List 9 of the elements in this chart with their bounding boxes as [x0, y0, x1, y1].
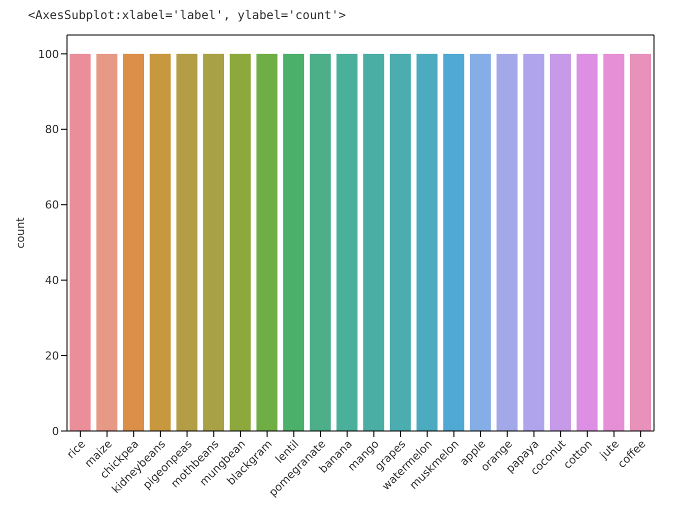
y-tick-label: 100	[38, 48, 59, 61]
y-tick-label: 60	[45, 198, 59, 212]
y-tick-label: 80	[45, 123, 59, 136]
x-tick-label: rice	[64, 437, 88, 462]
text: <AxesSubplot:xlabel='label', ylabel='count'>	[28, 8, 347, 22]
y-axis-title: count	[14, 216, 27, 249]
y-tick-label: 20	[45, 349, 59, 362]
y-tick-label: 0	[52, 424, 59, 438]
y-tick-label: 40	[45, 274, 59, 288]
